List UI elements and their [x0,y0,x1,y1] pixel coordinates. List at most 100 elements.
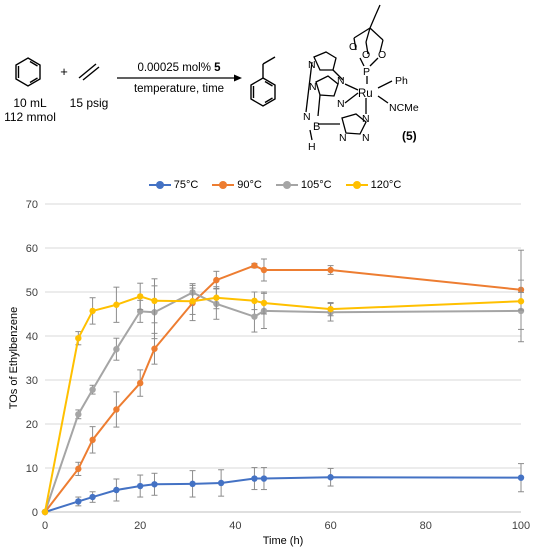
series-line [44,295,522,513]
benzene-volume: 10 mL [13,96,47,110]
legend-label: 90°C [237,179,262,191]
data-point [217,479,225,487]
reaction-arrow [117,74,242,82]
legend-swatch [148,179,171,191]
y-tick-label: 60 [26,243,38,255]
benzene-structure [15,57,41,87]
series-3 [41,278,525,516]
svg-text:N: N [337,75,345,87]
y-axis-label: TOs of Ethylbenzene [8,307,20,410]
data-point [151,297,158,304]
arrow-conditions-bottom: temperature, time [134,83,224,95]
y-tick-label: 40 [26,331,38,343]
svg-text:NCMe: NCMe [389,102,419,114]
data-point [151,345,158,352]
legend-label: 105°C [300,179,332,191]
reaction-scheme: 10 mL 112 mmol + 15 psig 0.00025 mol% 5 … [4,4,419,153]
svg-text:O: O [362,49,370,61]
data-point [251,313,258,320]
legend-item: 90°C [212,176,262,194]
legend-swatch [212,179,235,191]
y-tick-label: 70 [26,199,38,211]
svg-text:N: N [303,111,311,123]
data-point [189,298,196,305]
data-point [113,346,120,353]
data-point [260,299,268,307]
legend-swatch [275,179,298,191]
data-point [517,474,525,481]
series-line [44,264,522,513]
svg-text:N: N [309,81,317,93]
series-2 [41,279,525,516]
data-point [41,508,49,516]
x-tick-label: 60 [324,520,336,532]
svg-text:B: B [313,121,320,133]
data-point [89,493,96,501]
svg-text:H: H [308,141,316,153]
catalyst-label: (5) [402,129,417,143]
legend-swatch [345,179,368,191]
data-point [137,482,144,490]
svg-text:Ph: Ph [395,75,408,87]
svg-text:O: O [349,41,357,53]
svg-text:Ru: Ru [358,88,373,100]
ethylene-structure [78,63,100,81]
series-0 [41,463,525,516]
y-tick-label: 30 [26,375,38,387]
data-point [327,266,334,274]
data-point [89,386,96,393]
data-point [251,297,258,304]
catalyst-structure [305,4,393,141]
legend-label: 120°C [370,179,402,191]
catalyst-atom-labels: O O O P Ru Ph NCMe N N N N N N N N B H [303,41,419,153]
data-point [189,480,196,488]
x-tick-label: 0 [42,520,48,532]
svg-text:N: N [362,132,370,144]
svg-text:P: P [363,66,370,78]
data-point [137,293,144,300]
benzene-amount: 112 mmol [4,110,56,124]
data-point [75,411,82,418]
data-point [213,294,220,301]
legend-item: 75°C [148,176,199,194]
x-tick-labels: 0 20 40 60 80 100 [42,520,530,532]
ethylene-pressure: 15 psig [70,96,109,110]
data-point [113,301,120,308]
data-point [251,262,258,269]
data-point [517,298,525,305]
data-point [251,475,258,482]
data-point [327,474,334,481]
data-point [327,305,334,313]
data-point [260,475,268,482]
plus-sign: + [60,64,68,79]
x-axis-label: Time (h) [263,535,304,547]
data-point [113,406,120,413]
data-point [260,266,268,274]
chart-legend: 75°C 90°C 105°C 120°C [0,176,550,194]
svg-text:N: N [308,59,316,71]
data-point [75,498,82,505]
y-tick-label: 0 [32,507,38,519]
x-tick-label: 40 [229,520,241,532]
svg-text:O: O [378,49,386,61]
svg-text:N: N [337,98,345,110]
x-tick-label: 80 [420,520,432,532]
data-point [89,436,96,444]
legend-item: 120°C [345,176,402,194]
data-point [89,307,96,315]
data-point [137,379,144,387]
data-point [75,465,82,473]
y-tick-labels: 0 10 20 30 40 50 60 70 [26,199,38,519]
arrow-conditions-top: 0.00025 mol% 5 [137,62,221,74]
data-point [75,335,82,342]
data-point [517,307,525,315]
ethylbenzene-structure [250,56,276,107]
series-line [44,291,522,513]
x-tick-label: 20 [134,520,146,532]
y-tick-label: 10 [26,463,38,475]
series-1 [41,249,525,516]
chart-plot: 0 10 20 30 40 50 60 70 0 20 40 60 80 100 TOs of Ethy… [8,199,530,547]
x-tick-label: 100 [512,520,530,532]
legend-item: 105°C [275,176,332,194]
legend-label: 75°C [173,179,199,191]
